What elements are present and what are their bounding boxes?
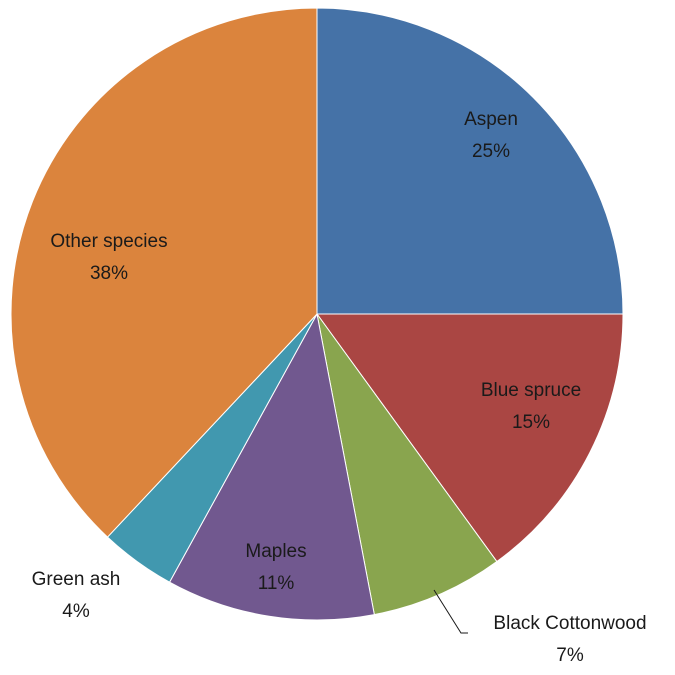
leader-lines-layer xyxy=(433,589,468,634)
slice-label-black-cottonwood: Black Cottonwood 7% xyxy=(493,613,646,666)
pie-slice-black-cottonwood xyxy=(316,313,498,616)
slice-name: Maples xyxy=(245,541,306,562)
slices-layer xyxy=(10,7,624,621)
slice-name: Black Cottonwood xyxy=(493,613,646,634)
slice-label-other-species: Other species 38% xyxy=(50,231,167,284)
slice-label-aspen: Aspen 25% xyxy=(464,109,518,162)
slice-percent: 4% xyxy=(62,601,90,622)
slice-percent: 11% xyxy=(258,573,295,594)
slice-label-maples: Maples 11% xyxy=(245,541,306,594)
slice-label-blue-spruce: Blue spruce 15% xyxy=(481,380,581,433)
slice-name: Aspen xyxy=(464,109,518,130)
pie-slice-blue-spruce xyxy=(316,313,624,563)
slice-percent: 25% xyxy=(472,141,510,162)
leader-line-black-cottonwood xyxy=(433,589,468,634)
labels-layer: Aspen 25% Blue spruce 15% Black Cottonwood 7%… xyxy=(32,109,647,666)
slice-percent: 38% xyxy=(90,263,128,284)
slice-name: Green ash xyxy=(32,569,121,590)
pie-slice-maples xyxy=(168,312,375,621)
pie-slice-other-species xyxy=(10,7,318,538)
slice-label-green-ash: Green ash 4% xyxy=(32,569,121,622)
pie-slice-aspen xyxy=(316,7,624,315)
slice-name: Blue spruce xyxy=(481,380,581,401)
slice-name: Other species xyxy=(50,231,167,252)
slice-percent: 7% xyxy=(556,645,584,666)
slice-percent: 15% xyxy=(512,412,550,433)
